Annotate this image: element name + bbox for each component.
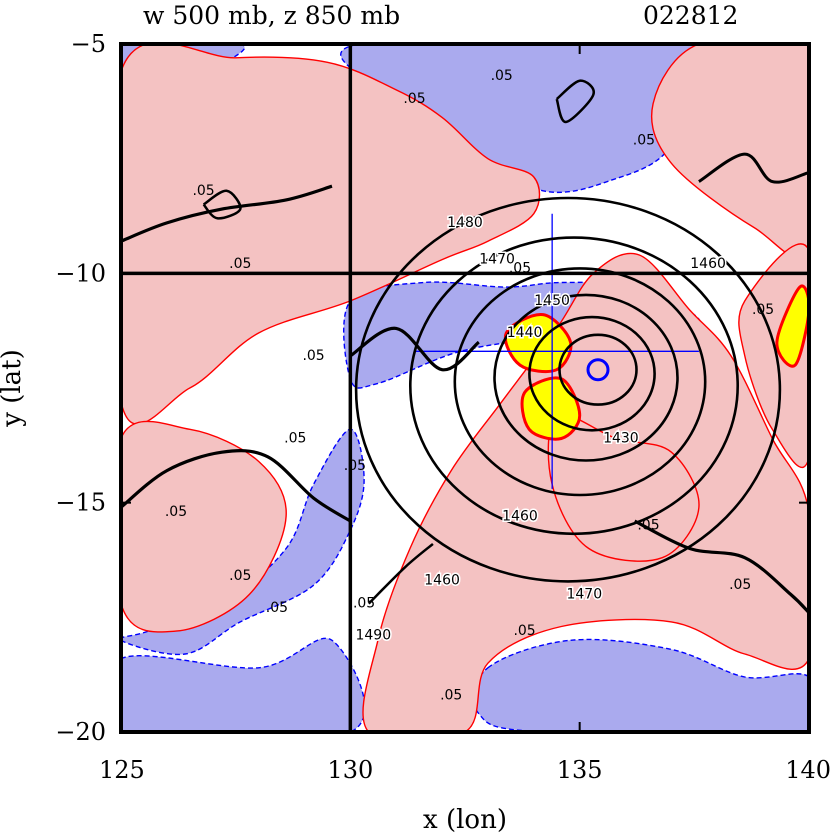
black-contour-line	[633, 519, 809, 614]
height-contour-1460	[493, 293, 679, 462]
w-contour-label: .05	[509, 261, 531, 277]
black-contour-line	[121, 449, 352, 523]
black-contour-line	[698, 152, 809, 184]
height-contour-label: 1460	[690, 256, 726, 272]
w-fill-regions	[121, 44, 809, 732]
w-contour-label: .05	[491, 68, 513, 84]
height-contour-label: 1460	[424, 573, 460, 589]
w-contour-label: .05	[229, 256, 251, 272]
contour-labels: 1480 1470 1460 1450 1440 1430 1460 1460 1470 1490…	[165, 68, 774, 703]
y-axis: −5 −10 −15 −20	[55, 30, 809, 746]
chart-title: w 500 mb, z 850 mb	[143, 1, 400, 30]
positive-w-region	[121, 44, 541, 425]
y-tick-label: −10	[55, 259, 106, 287]
x-tick-label: 130	[327, 756, 373, 784]
black-contour-line	[349, 326, 480, 372]
height-contour-label: 1450	[534, 293, 570, 309]
y-tick-label: −15	[55, 489, 106, 517]
positive-w-region	[650, 44, 809, 259]
w-contour-label: .05	[266, 600, 288, 616]
black-contour-line	[202, 189, 242, 220]
w-contour-label: .05	[637, 518, 659, 534]
w-contour-label: .05	[752, 302, 774, 318]
x-tick-label: 140	[785, 756, 831, 784]
height-contour-label: 1470	[566, 586, 602, 602]
height-contour-label: 1430	[603, 431, 639, 447]
plot-area: 1480 1470 1460 1450 1440 1430 1460 1460 1470 1490…	[119, 42, 811, 734]
plot-frame	[119, 42, 811, 734]
strong-w-region	[775, 284, 809, 368]
height-contour-label: 1490	[355, 628, 391, 644]
height-contour-label: 1460	[502, 508, 538, 524]
black-contour-line	[367, 542, 434, 605]
height-contour-1450	[528, 315, 656, 432]
w-contour-label: .05	[302, 348, 324, 364]
height-contour-1490	[354, 196, 782, 583]
x-tick-label: 135	[557, 756, 603, 784]
y-tick-label: −5	[71, 30, 106, 58]
low-center-marker	[586, 358, 610, 382]
y-tick-label: −20	[55, 718, 106, 746]
x-tick-label: 125	[99, 756, 145, 784]
w-contour-label: .05	[440, 687, 462, 703]
w-contour-label: .05	[192, 183, 214, 199]
w-contour-label: .05	[729, 577, 751, 593]
negative-w-region	[121, 637, 366, 732]
negative-w-region	[472, 638, 809, 732]
w-contour-label: .05	[344, 458, 366, 474]
w-contour-label: .05	[165, 504, 187, 520]
black-contour-line	[555, 79, 595, 124]
height-contour-label: 1480	[447, 215, 483, 231]
height-contour-label: 1440	[507, 325, 543, 341]
w-contour-label: .05	[353, 596, 375, 612]
w-contour-label: .05	[284, 431, 306, 447]
x-axis-label: x (lon)	[423, 805, 507, 835]
y-axis-label: y (lat)	[0, 349, 27, 428]
w-contour-label: .05	[513, 623, 535, 639]
height-contour-1470	[453, 267, 707, 497]
height-contour-1480	[408, 236, 739, 536]
black-contour-line	[121, 184, 333, 243]
contour-lines	[121, 44, 809, 732]
w-contour-label: .05	[229, 568, 251, 584]
w-contour-label: .05	[633, 132, 655, 148]
date-code: 022812	[643, 1, 738, 30]
height-contour-label: 1470	[479, 252, 515, 268]
x-axis: 125 130 135 140	[99, 44, 831, 784]
height-contour-1440	[558, 333, 638, 406]
w-contour-label: .05	[403, 91, 425, 107]
